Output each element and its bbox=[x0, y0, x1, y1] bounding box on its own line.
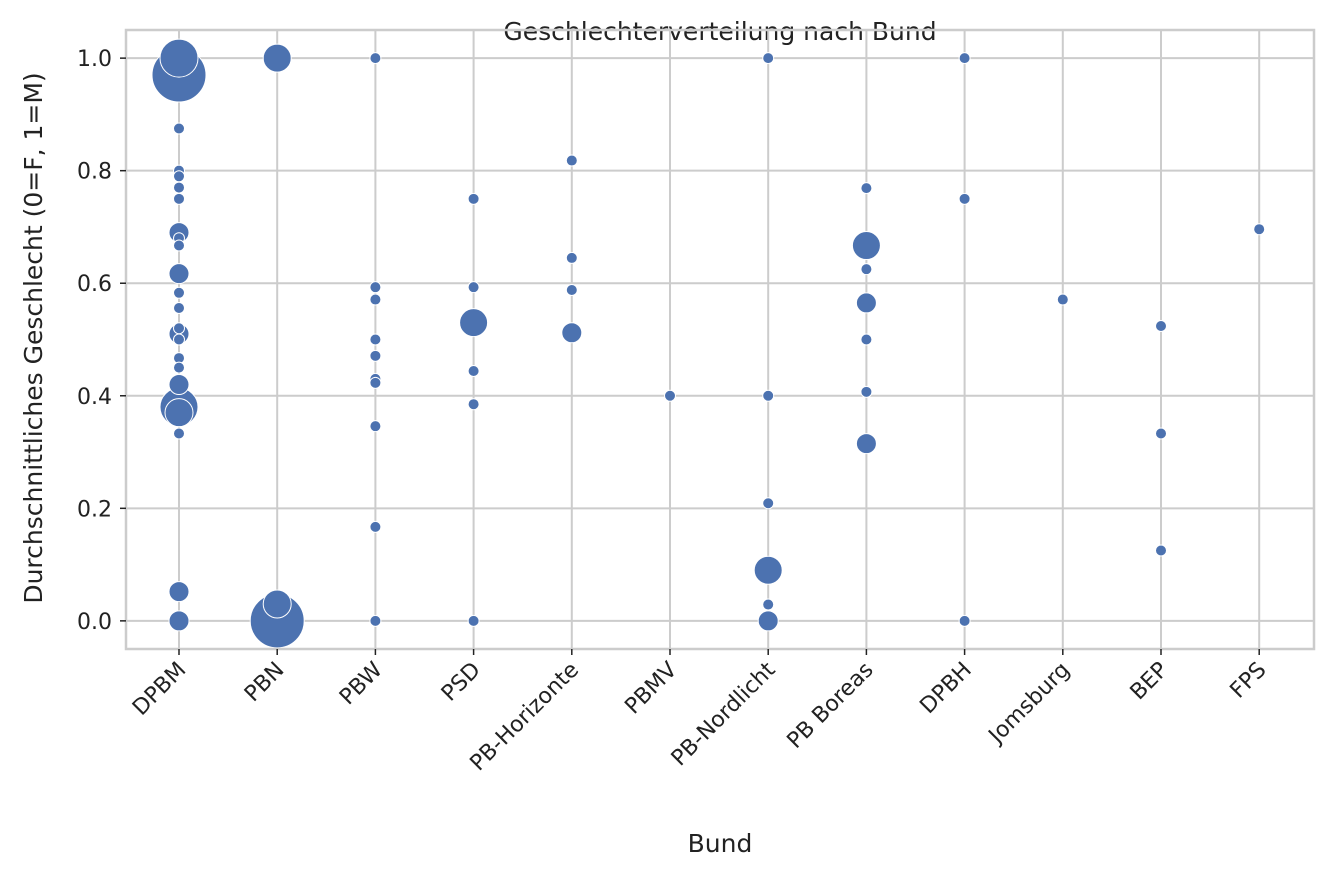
y-tick-label: 1.0 bbox=[77, 47, 112, 72]
data-point bbox=[565, 283, 578, 296]
y-tick-label: 0.8 bbox=[77, 160, 112, 185]
data-point bbox=[173, 333, 185, 346]
data-point bbox=[1155, 427, 1167, 440]
data-point bbox=[664, 389, 676, 402]
data-point bbox=[173, 286, 185, 299]
data-point bbox=[262, 589, 292, 619]
x-tick-label: DPBM bbox=[128, 658, 191, 721]
data-point bbox=[459, 308, 489, 338]
data-point bbox=[173, 361, 185, 374]
data-point bbox=[369, 281, 382, 294]
x-tick-label: Jomsburg bbox=[983, 658, 1075, 750]
data-point bbox=[164, 398, 194, 428]
data-point bbox=[173, 301, 185, 314]
y-tick-label: 0.2 bbox=[77, 497, 112, 522]
data-point bbox=[762, 497, 775, 510]
data-point bbox=[1155, 319, 1167, 332]
data-point bbox=[168, 581, 190, 603]
x-tick-label: PBN bbox=[240, 658, 289, 707]
data-point bbox=[369, 614, 382, 627]
x-axis-title: Bund bbox=[688, 829, 753, 858]
data-point bbox=[168, 610, 190, 632]
data-point bbox=[173, 427, 185, 440]
data-point bbox=[855, 292, 877, 314]
data-point bbox=[168, 374, 190, 396]
data-point bbox=[851, 231, 881, 261]
data-point bbox=[173, 322, 185, 335]
y-axis-title: Durchschnittliches Geschlecht (0=F, 1=M) bbox=[19, 72, 48, 603]
data-point bbox=[565, 251, 578, 264]
data-point bbox=[262, 43, 292, 73]
data-point bbox=[762, 389, 775, 402]
data-point bbox=[369, 293, 382, 306]
data-point bbox=[168, 263, 190, 285]
x-tick-label: PB Boreas bbox=[783, 658, 879, 754]
x-tick-label: PB-Nordlicht bbox=[667, 657, 781, 771]
y-axis-ticks: 0.0 0.2 0.4 0.6 0.8 1.0 bbox=[77, 47, 126, 635]
y-tick-label: 0.4 bbox=[77, 385, 112, 410]
data-point bbox=[1056, 293, 1069, 306]
data-point bbox=[173, 239, 185, 252]
data-point bbox=[1155, 544, 1167, 557]
data-point bbox=[860, 385, 873, 398]
data-point bbox=[467, 281, 480, 294]
x-tick-label: FPS bbox=[1226, 658, 1272, 704]
data-point bbox=[369, 420, 382, 433]
data-point bbox=[561, 322, 583, 344]
data-point bbox=[173, 192, 185, 205]
data-point bbox=[958, 52, 971, 65]
data-point bbox=[369, 376, 382, 389]
x-tick-label: PBW bbox=[335, 657, 388, 710]
x-tick-label: DPBH bbox=[915, 658, 976, 719]
x-tick-label: PBMV bbox=[620, 658, 682, 720]
x-tick-label: BEP bbox=[1126, 658, 1174, 706]
data-point bbox=[855, 433, 877, 455]
data-point bbox=[467, 398, 480, 411]
data-point bbox=[762, 52, 775, 65]
data-point bbox=[369, 349, 382, 362]
data-point bbox=[369, 520, 382, 533]
y-tick-label: 0.6 bbox=[77, 272, 112, 297]
data-point bbox=[1253, 223, 1266, 236]
data-point bbox=[958, 614, 971, 627]
data-point bbox=[173, 122, 185, 135]
data-point bbox=[159, 38, 199, 78]
data-point bbox=[762, 598, 775, 611]
data-point bbox=[860, 333, 873, 346]
data-point bbox=[369, 52, 382, 65]
data-point bbox=[467, 192, 480, 205]
x-tick-label: PSD bbox=[437, 658, 486, 707]
data-points bbox=[151, 38, 1266, 649]
chart-title: Geschlechterverteilung nach Bund bbox=[503, 17, 936, 46]
data-point bbox=[565, 154, 578, 167]
data-point bbox=[173, 170, 185, 183]
data-point bbox=[860, 182, 873, 195]
data-point bbox=[467, 365, 480, 378]
data-point bbox=[369, 333, 382, 346]
data-point bbox=[958, 192, 971, 205]
data-point bbox=[757, 610, 779, 632]
y-tick-label: 0.0 bbox=[77, 610, 112, 635]
data-point bbox=[173, 181, 185, 194]
grid-lines bbox=[126, 30, 1314, 649]
data-point bbox=[860, 263, 873, 276]
plot-frame bbox=[124, 28, 1316, 651]
data-point bbox=[467, 614, 480, 627]
data-point bbox=[753, 555, 783, 585]
